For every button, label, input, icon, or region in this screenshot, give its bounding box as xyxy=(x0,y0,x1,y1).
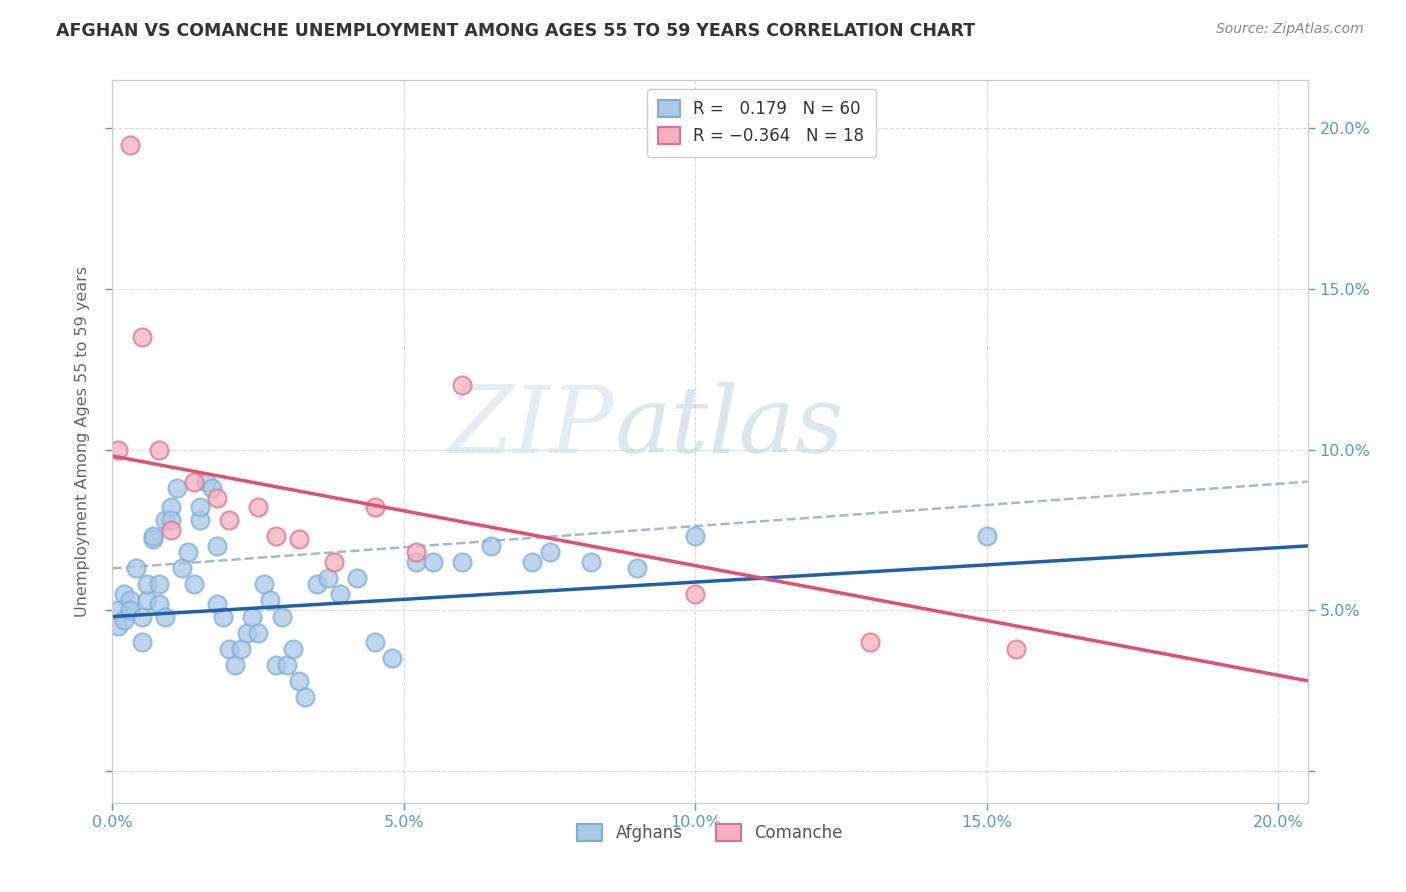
Text: AFGHAN VS COMANCHE UNEMPLOYMENT AMONG AGES 55 TO 59 YEARS CORRELATION CHART: AFGHAN VS COMANCHE UNEMPLOYMENT AMONG AG… xyxy=(56,22,976,40)
Point xyxy=(107,619,129,633)
Point xyxy=(276,657,298,672)
Point xyxy=(188,513,211,527)
Point xyxy=(288,673,311,688)
Point xyxy=(159,513,181,527)
Y-axis label: Unemployment Among Ages 55 to 59 years: Unemployment Among Ages 55 to 59 years xyxy=(75,266,90,617)
Point xyxy=(177,545,200,559)
Point xyxy=(538,545,561,559)
Point xyxy=(323,555,346,569)
Point xyxy=(626,561,648,575)
Point xyxy=(264,529,287,543)
Point xyxy=(522,555,544,569)
Point xyxy=(1005,641,1028,656)
Point xyxy=(685,529,707,543)
Legend: Afghans, Comanche: Afghans, Comanche xyxy=(571,817,849,848)
Point xyxy=(207,539,229,553)
Point xyxy=(329,587,352,601)
Point xyxy=(218,513,240,527)
Point xyxy=(685,587,707,601)
Point xyxy=(451,378,474,392)
Point xyxy=(253,577,276,591)
Point xyxy=(235,625,257,640)
Point xyxy=(183,577,205,591)
Point xyxy=(148,442,170,457)
Point xyxy=(405,555,427,569)
Point xyxy=(118,603,141,617)
Point xyxy=(183,475,205,489)
Point xyxy=(218,641,240,656)
Point xyxy=(283,641,305,656)
Point xyxy=(316,571,339,585)
Point xyxy=(200,481,222,495)
Point xyxy=(364,500,387,515)
Point xyxy=(976,529,998,543)
Point xyxy=(451,555,474,569)
Point xyxy=(247,500,270,515)
Point xyxy=(229,641,252,656)
Point xyxy=(207,597,229,611)
Point xyxy=(148,577,170,591)
Point xyxy=(172,561,194,575)
Point xyxy=(153,609,176,624)
Point xyxy=(166,481,188,495)
Point xyxy=(364,635,387,649)
Point xyxy=(131,635,153,649)
Point xyxy=(381,651,404,665)
Point xyxy=(224,657,246,672)
Point xyxy=(194,475,217,489)
Point xyxy=(264,657,287,672)
Point xyxy=(305,577,328,591)
Point xyxy=(107,442,129,457)
Text: Source: ZipAtlas.com: Source: ZipAtlas.com xyxy=(1216,22,1364,37)
Point xyxy=(247,625,270,640)
Text: atlas: atlas xyxy=(614,382,844,472)
Point xyxy=(112,613,135,627)
Point xyxy=(131,330,153,344)
Point xyxy=(142,533,165,547)
Point xyxy=(579,555,602,569)
Point xyxy=(405,545,427,559)
Text: ZIP: ZIP xyxy=(447,382,614,472)
Point xyxy=(136,593,159,607)
Point xyxy=(159,523,181,537)
Point xyxy=(242,609,264,624)
Point xyxy=(270,609,292,624)
Point xyxy=(142,529,165,543)
Point xyxy=(112,587,135,601)
Point xyxy=(159,500,181,515)
Point xyxy=(212,609,235,624)
Point xyxy=(107,603,129,617)
Point xyxy=(859,635,882,649)
Point xyxy=(422,555,444,569)
Point xyxy=(136,577,159,591)
Point xyxy=(131,609,153,624)
Point xyxy=(188,500,211,515)
Point xyxy=(148,597,170,611)
Point xyxy=(294,690,316,704)
Point xyxy=(207,491,229,505)
Point xyxy=(153,513,176,527)
Point xyxy=(118,593,141,607)
Point xyxy=(125,561,148,575)
Point xyxy=(346,571,368,585)
Point xyxy=(481,539,503,553)
Point xyxy=(118,137,141,152)
Point xyxy=(259,593,281,607)
Point xyxy=(288,533,311,547)
